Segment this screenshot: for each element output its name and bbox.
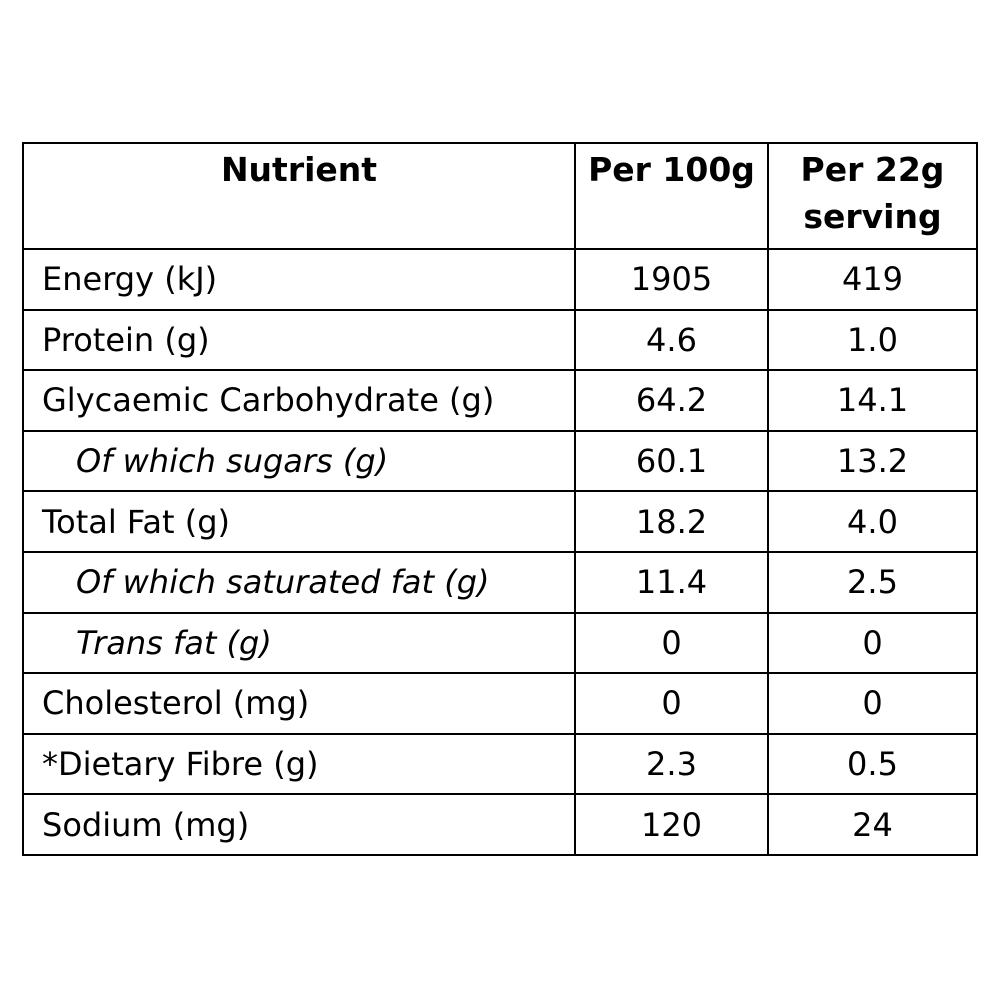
value-per-serving: 24 — [767, 793, 978, 856]
table-header-row: Nutrient Per 100g Per 22g serving — [22, 142, 978, 250]
nutrient-name: Cholesterol (mg) — [22, 672, 576, 735]
table-row: Protein (g) 4.6 1.0 — [22, 308, 978, 372]
value-per-serving: 0 — [767, 672, 978, 735]
value-per-serving: 4.0 — [767, 490, 978, 553]
table-row: *Dietary Fibre (g) 2.3 0.5 — [22, 732, 978, 796]
header-per-serving: Per 22g serving — [767, 142, 978, 250]
value-per-100g: 64.2 — [574, 369, 769, 432]
value-per-serving: 13.2 — [767, 429, 978, 493]
nutrition-table: Nutrient Per 100g Per 22g serving Energy… — [22, 142, 978, 856]
value-per-serving: 0 — [767, 611, 978, 675]
value-per-100g: 1905 — [574, 248, 769, 311]
nutrient-name: Sodium (mg) — [22, 793, 576, 856]
value-per-serving: 2.5 — [767, 550, 978, 614]
nutrient-name: Protein (g) — [22, 308, 576, 372]
value-per-100g: 60.1 — [574, 429, 769, 493]
table-row: Of which sugars (g) 60.1 13.2 — [22, 429, 978, 493]
nutrient-name: Of which saturated fat (g) — [22, 550, 576, 614]
table-row: Of which saturated fat (g) 11.4 2.5 — [22, 550, 978, 614]
value-per-100g: 2.3 — [574, 732, 769, 796]
table-row: Glycaemic Carbohydrate (g) 64.2 14.1 — [22, 369, 978, 432]
table-row: Sodium (mg) 120 24 — [22, 793, 978, 856]
value-per-serving: 419 — [767, 248, 978, 311]
value-per-100g: 0 — [574, 611, 769, 675]
table-row: Energy (kJ) 1905 419 — [22, 248, 978, 311]
value-per-serving: 14.1 — [767, 369, 978, 432]
value-per-serving: 1.0 — [767, 308, 978, 372]
table-row: Total Fat (g) 18.2 4.0 — [22, 490, 978, 553]
table-body: Energy (kJ) 1905 419 Protein (g) 4.6 1.0 Glyca… — [22, 248, 978, 856]
table-row: Trans fat (g) 0 0 — [22, 611, 978, 675]
value-per-100g: 4.6 — [574, 308, 769, 372]
nutrient-name: Energy (kJ) — [22, 248, 576, 311]
nutrient-name: Trans fat (g) — [22, 611, 576, 675]
value-per-100g: 0 — [574, 672, 769, 735]
nutrient-name: Total Fat (g) — [22, 490, 576, 553]
value-per-100g: 18.2 — [574, 490, 769, 553]
header-nutrient: Nutrient — [22, 142, 576, 250]
value-per-100g: 120 — [574, 793, 769, 856]
nutrient-name: *Dietary Fibre (g) — [22, 732, 576, 796]
nutrient-name: Glycaemic Carbohydrate (g) — [22, 369, 576, 432]
table-row: Cholesterol (mg) 0 0 — [22, 672, 978, 735]
nutrient-name: Of which sugars (g) — [22, 429, 576, 493]
value-per-serving: 0.5 — [767, 732, 978, 796]
header-per-100g: Per 100g — [574, 142, 769, 250]
value-per-100g: 11.4 — [574, 550, 769, 614]
